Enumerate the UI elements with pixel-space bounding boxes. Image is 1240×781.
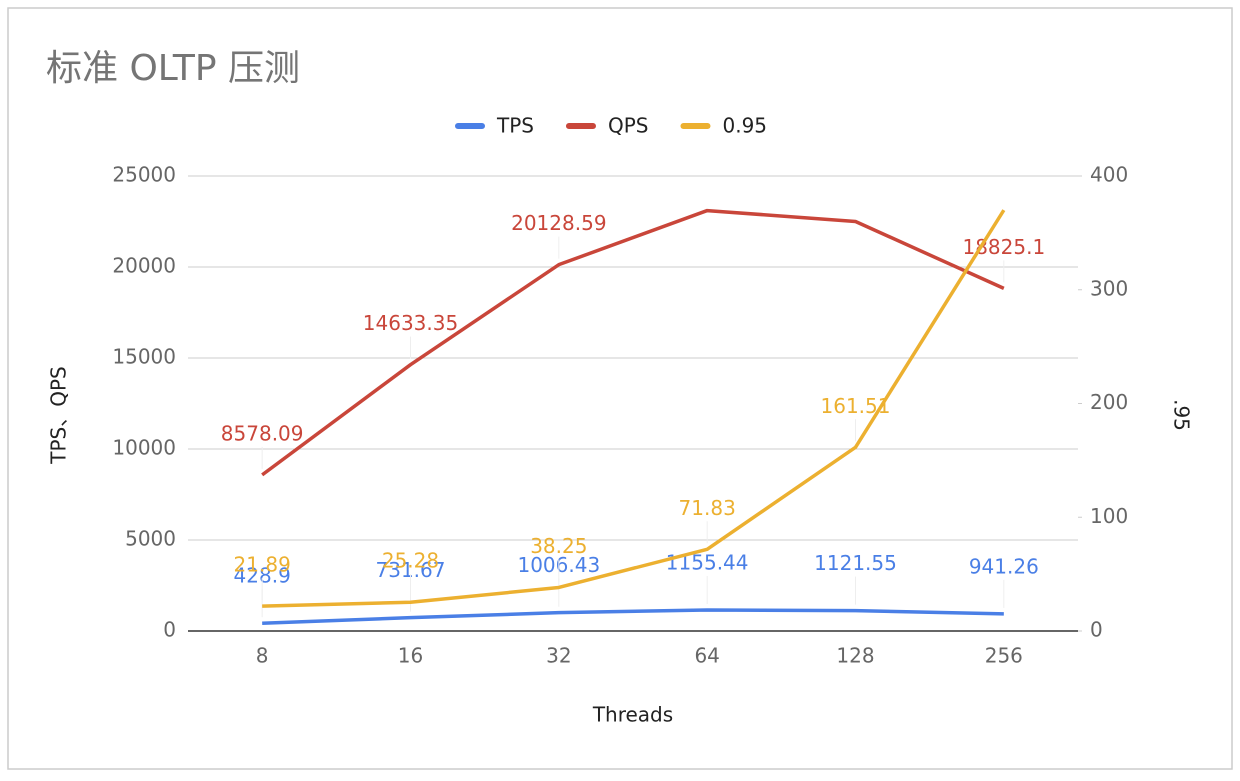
chart-title: 标准 OLTP 压测 [46, 48, 300, 89]
x-tick-label: 64 [694, 644, 719, 668]
legend-swatch [455, 123, 485, 129]
data-label: 20128.59 [511, 211, 606, 235]
y2-tick-label: 0 [1090, 618, 1103, 642]
x-axis-title: Threads [592, 703, 673, 727]
legend-label: QPS [608, 114, 649, 138]
legend-label: TPS [496, 114, 534, 138]
y-tick-label: 25000 [112, 163, 176, 187]
y2-tick-label: 400 [1090, 163, 1128, 187]
y2-tick-label: 100 [1090, 504, 1128, 528]
data-label: 8578.09 [221, 421, 304, 445]
y2-axis-title: .95 [1170, 399, 1194, 431]
data-label: 71.83 [679, 496, 736, 520]
x-tick-label: 8 [256, 644, 269, 668]
data-label: 21.89 [234, 553, 291, 577]
y-tick-label: 0 [163, 618, 176, 642]
y-axis-title: TPS、QPS [47, 366, 71, 464]
y-tick-label: 20000 [112, 254, 176, 278]
data-label: 14633.35 [363, 311, 458, 335]
x-tick-label: 256 [985, 644, 1023, 668]
y-tick-label: 15000 [112, 345, 176, 369]
data-label: 941.26 [969, 554, 1039, 578]
legend-label: 0.95 [722, 114, 767, 138]
y-tick-label: 5000 [125, 527, 176, 551]
x-tick-label: 128 [836, 644, 874, 668]
series-line [262, 209, 1006, 608]
data-label: 38.25 [530, 534, 587, 558]
series-line [262, 608, 1004, 625]
legend-swatch [680, 123, 711, 129]
data-label: 161.51 [821, 394, 891, 418]
series-line [261, 208, 1005, 477]
data-label: 1121.55 [814, 551, 897, 575]
y2-tick-label: 300 [1090, 276, 1128, 300]
x-tick-label: 32 [546, 644, 571, 668]
legend-swatch [565, 123, 596, 129]
data-label: 1155.44 [666, 550, 749, 574]
data-label: 25.28 [382, 549, 439, 573]
y2-tick-label: 200 [1090, 390, 1128, 414]
chart-frame [7, 7, 1233, 770]
x-tick-label: 16 [398, 644, 423, 668]
y-tick-label: 10000 [112, 436, 176, 460]
